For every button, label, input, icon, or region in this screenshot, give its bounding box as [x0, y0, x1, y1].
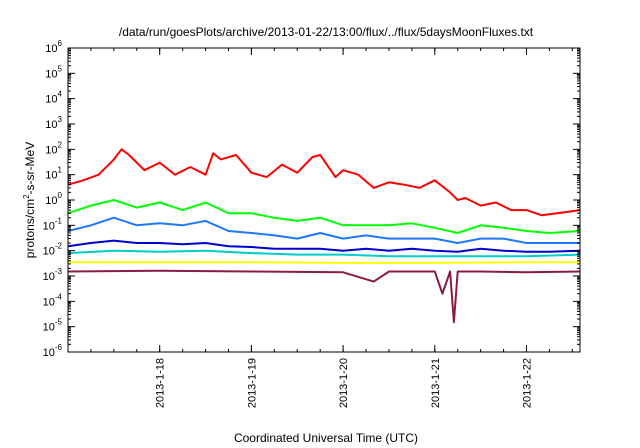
y-tick-label: 103	[45, 115, 62, 131]
series-layer	[67, 148, 581, 324]
y-tick-label: 102	[45, 140, 62, 156]
x-tick-label: 2013-1-20	[338, 358, 350, 408]
y-tick-label: 101	[45, 166, 62, 182]
x-tick-label: 2013-1-18	[155, 358, 167, 408]
series-line-6	[68, 261, 580, 264]
plot-frame	[67, 47, 581, 353]
series-line-5	[67, 249, 581, 258]
y-tick-label: 106	[45, 39, 62, 55]
y-tick-label: 10-6	[43, 343, 63, 359]
y-tick-label: 104	[45, 90, 62, 106]
y-tick-label: 100	[45, 191, 62, 207]
y-tick-label: 10-2	[43, 242, 63, 258]
x-tick-label: 2013-1-19	[246, 358, 258, 408]
y-axis-label-prefix: protons/cm	[23, 199, 37, 258]
y-tick-label: 10-4	[43, 292, 63, 308]
x-axis: 2013-1-18 2013-1-19 2013-1-20 2013-1-21 2013…	[90, 48, 573, 408]
x-axis-label: Coordinated Universal Time (UTC)	[234, 431, 418, 445]
series-line-2	[67, 199, 581, 234]
x-tick-label: 2013-1-21	[430, 358, 442, 408]
chart-title: /data/run/goesPlots/archive/2013-01-22/1…	[119, 25, 534, 39]
y-axis: 10-6 10-5 10-4 10-3 10-2 10-1 100 101 102 103 104 1…	[43, 39, 580, 359]
y-axis-label: protons/cm2-s-sr-MeV	[22, 142, 37, 258]
series-line-7	[67, 269, 581, 324]
series-line-3	[67, 216, 580, 244]
x-tick-label: 2013-1-22	[522, 358, 534, 408]
series-line-4	[67, 239, 581, 253]
y-tick-label: 10-5	[43, 318, 63, 334]
y-axis-label-suffix: -s-sr-MeV	[23, 142, 37, 195]
y-tick-label: 10-1	[43, 216, 63, 232]
y-tick-label: 10-3	[43, 267, 63, 283]
series-line-1	[67, 148, 581, 217]
y-axis-label-superscript: 2	[22, 194, 31, 199]
y-tick-label: 105	[45, 64, 62, 80]
